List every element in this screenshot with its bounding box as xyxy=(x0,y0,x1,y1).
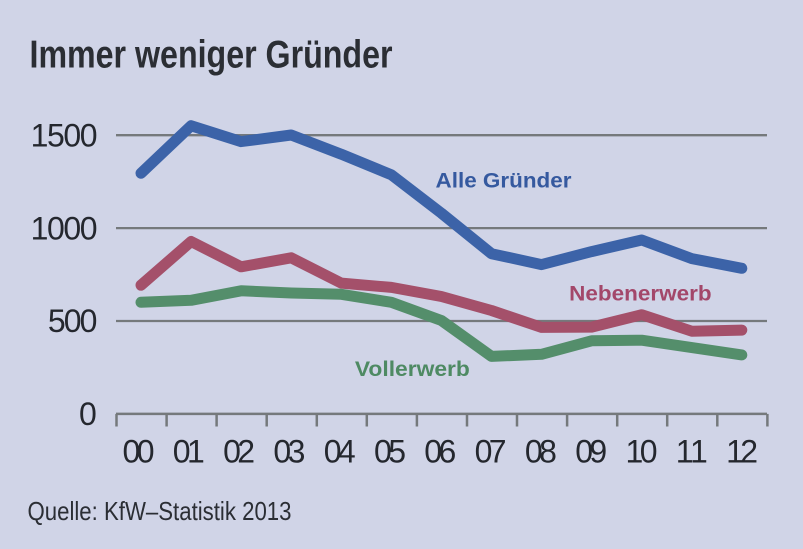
svg-text:Nebenerwerb: Nebenerwerb xyxy=(569,282,712,306)
svg-text:05: 05 xyxy=(374,434,406,470)
svg-text:00: 00 xyxy=(123,434,155,470)
svg-text:Vollerwerb: Vollerwerb xyxy=(355,357,470,381)
svg-text:06: 06 xyxy=(424,434,456,470)
svg-text:1000: 1000 xyxy=(31,210,98,246)
svg-text:03: 03 xyxy=(273,434,305,470)
svg-text:10: 10 xyxy=(626,434,658,470)
svg-text:Quelle: KfW–Statistik 2013: Quelle: KfW–Statistik 2013 xyxy=(28,496,292,526)
svg-text:Alle Gründer: Alle Gründer xyxy=(436,169,573,193)
svg-text:04: 04 xyxy=(324,434,356,470)
svg-text:0: 0 xyxy=(79,396,97,432)
svg-text:Immer weniger Gründer: Immer weniger Gründer xyxy=(30,33,393,76)
svg-text:08: 08 xyxy=(525,434,557,470)
svg-text:500: 500 xyxy=(48,303,97,339)
svg-text:02: 02 xyxy=(223,434,255,470)
svg-text:12: 12 xyxy=(726,434,758,470)
svg-text:07: 07 xyxy=(475,434,507,470)
svg-text:09: 09 xyxy=(575,434,607,470)
svg-text:01: 01 xyxy=(173,434,205,470)
svg-text:11: 11 xyxy=(676,434,708,470)
svg-text:1500: 1500 xyxy=(31,117,98,153)
